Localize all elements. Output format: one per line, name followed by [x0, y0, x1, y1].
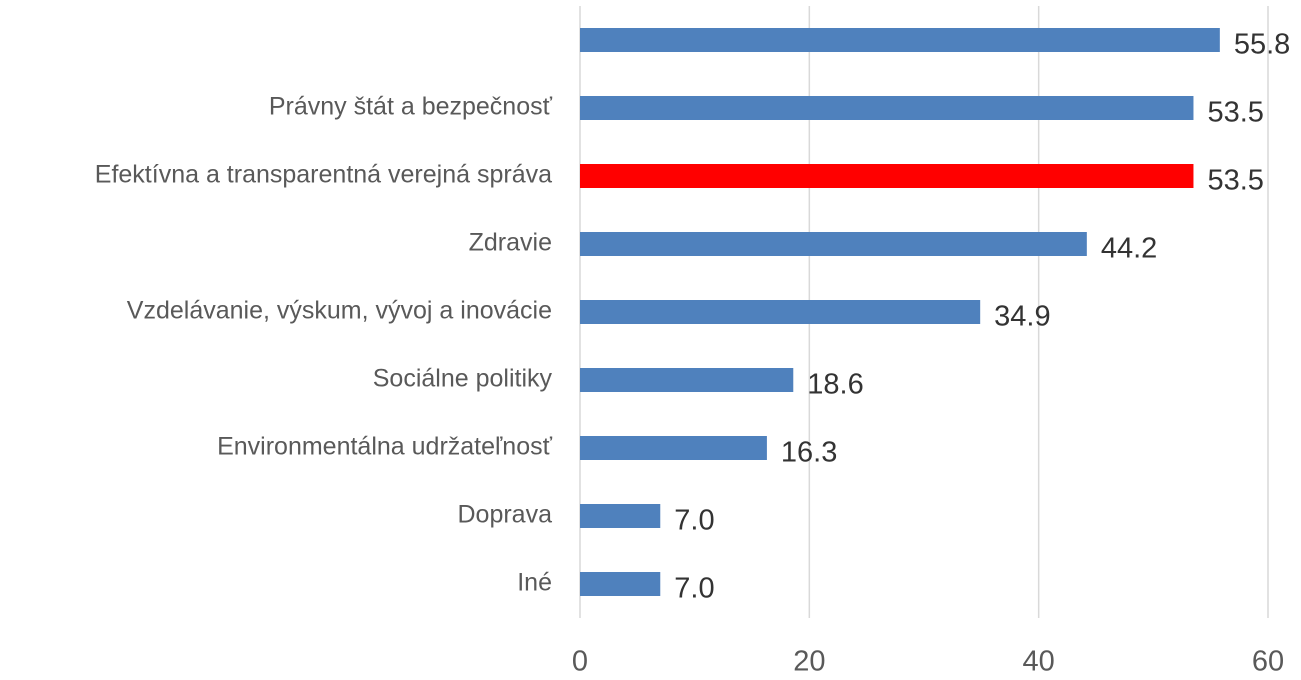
- y-tick-label: Právny štát a bezpečnosť: [269, 93, 553, 121]
- value-label: 53.5: [1207, 165, 1263, 197]
- bar: [580, 572, 661, 596]
- value-label: 53.5: [1207, 97, 1263, 129]
- bar: [580, 436, 767, 460]
- value-label: 34.9: [994, 301, 1050, 333]
- y-tick-label: Vzdelávanie, výskum, vývoj a inovácie: [127, 297, 552, 325]
- value-label: 7.0: [674, 573, 714, 605]
- bar: [580, 232, 1087, 256]
- y-tick-label: Efektívna a transparentná verejná správa: [95, 161, 552, 189]
- y-tick-label: Sociálne politiky: [373, 365, 553, 393]
- x-tick-label: 60: [1252, 646, 1284, 678]
- bar: [580, 504, 661, 528]
- y-tick-label: Doprava: [458, 501, 553, 529]
- value-label: 16.3: [781, 437, 837, 469]
- value-label: 55.8: [1234, 29, 1290, 61]
- value-label: 7.0: [674, 505, 714, 537]
- x-tick-label: 40: [1023, 646, 1055, 678]
- bar: [580, 300, 981, 324]
- bar: [580, 96, 1194, 120]
- bar: [580, 164, 1194, 188]
- bar: [580, 368, 794, 392]
- value-label: 44.2: [1101, 233, 1157, 265]
- y-tick-label: Environmentálna udržateľnosť: [217, 433, 553, 461]
- bar: [580, 28, 1220, 52]
- y-tick-label: Zdravie: [469, 229, 552, 257]
- x-tick-label: 20: [793, 646, 825, 678]
- value-label: 18.6: [807, 369, 863, 401]
- x-tick-label: 0: [572, 646, 588, 678]
- y-tick-label: Iné: [517, 569, 552, 597]
